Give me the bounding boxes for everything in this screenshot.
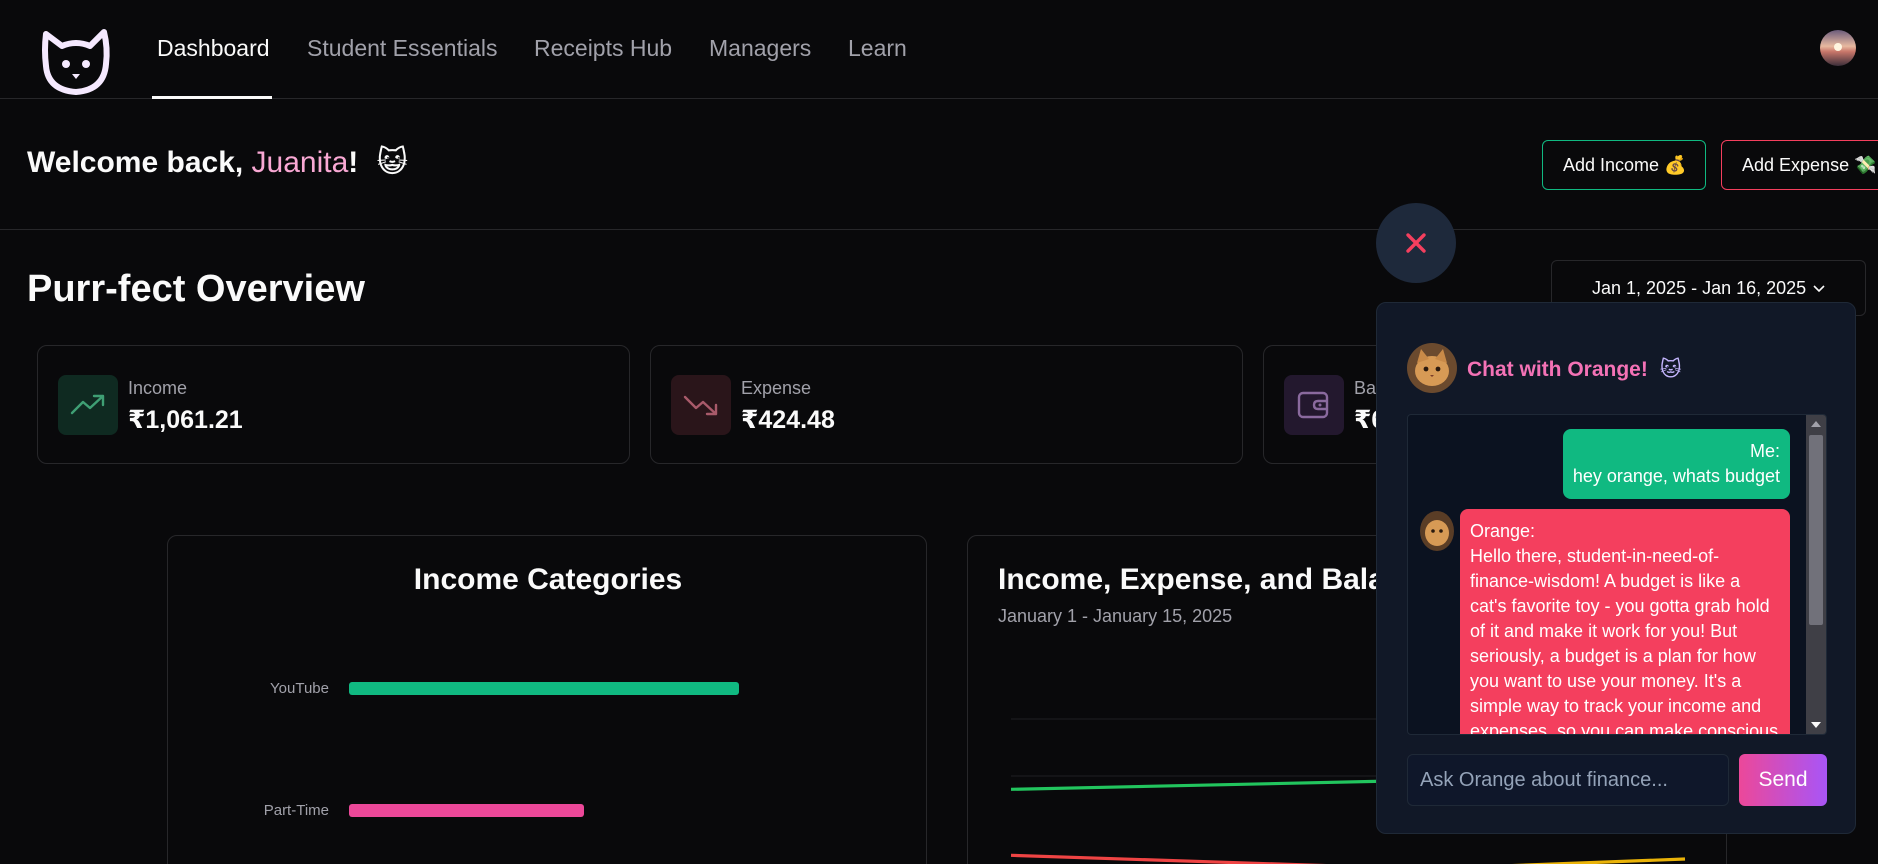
income-stat-card: Income ₹1,061.21 xyxy=(37,345,630,464)
add-income-button[interactable]: Add Income 💰 xyxy=(1542,140,1706,190)
balance-icon-box xyxy=(1284,375,1344,435)
trend-title: Income, Expense, and Balan xyxy=(998,563,1404,596)
nav-receipts-hub[interactable]: Receipts Hub xyxy=(534,35,673,61)
date-range-value: Jan 1, 2025 - Jan 16, 2025 xyxy=(1592,277,1807,298)
close-icon xyxy=(1406,233,1426,253)
chat-title-text: Chat with Orange! xyxy=(1467,358,1648,381)
user-message-text: hey orange, whats budget xyxy=(1572,466,1780,486)
welcome-bar: Welcome back, Juanita! 😺 Add Income 💰 Ad… xyxy=(0,99,1878,230)
cat-logo-icon[interactable] xyxy=(38,24,114,100)
income-icon-box xyxy=(58,375,118,435)
chat-scroll-thumb[interactable] xyxy=(1809,435,1823,625)
orange-cat-avatar xyxy=(1407,343,1457,393)
user-name: Juanita xyxy=(251,146,349,179)
series-line-2 xyxy=(1010,853,1326,864)
top-navbar: Dashboard Student Essentials Receipts Hu… xyxy=(0,0,1878,99)
expense-label: Expense xyxy=(741,378,812,398)
trending-down-icon xyxy=(683,395,718,416)
add-expense-button[interactable]: Add Expense 💸 xyxy=(1721,140,1878,190)
bar-label-part-time: Part-Time xyxy=(264,802,329,819)
chat-scrollbar[interactable] xyxy=(1806,415,1826,734)
chat-title: Chat with Orange! 🐱 xyxy=(1467,357,1682,382)
trend-subtitle: January 1 - January 15, 2025 xyxy=(998,606,1233,626)
nav-learn[interactable]: Learn xyxy=(848,35,907,61)
send-button[interactable]: Send xyxy=(1739,754,1827,806)
income-categories-panel: Income Categories YouTube Part-Time xyxy=(167,535,927,864)
nav-student-essentials[interactable]: Student Essentials xyxy=(307,35,498,61)
scroll-up-arrow-icon[interactable] xyxy=(1811,421,1821,427)
cat-emoji-icon: 😺 xyxy=(376,146,408,179)
balance-label: Ba xyxy=(1354,378,1377,398)
orange-message-text: Hello there, student-in-need-of-finance-… xyxy=(1470,546,1779,735)
series-line-3 xyxy=(1511,857,1686,864)
overview-title: Purr-fect Overview xyxy=(27,268,365,310)
income-label: Income xyxy=(128,378,188,398)
user-avatar[interactable] xyxy=(1820,30,1856,66)
income-categories-title: Income Categories xyxy=(413,563,683,596)
wallet-icon xyxy=(1297,391,1329,419)
orange-message-avatar xyxy=(1420,511,1454,551)
bar-label-youtube: YouTube xyxy=(270,680,329,697)
nav-dashboard[interactable]: Dashboard xyxy=(157,35,270,61)
trending-up-icon xyxy=(70,394,105,415)
bar-youtube[interactable] xyxy=(349,682,739,695)
active-tab-indicator xyxy=(152,96,272,99)
chat-messages[interactable]: Me: hey orange, whats budget Orange: Hel… xyxy=(1407,414,1827,735)
expense-icon-box xyxy=(671,375,731,435)
welcome-prefix: Welcome back, xyxy=(27,146,252,179)
welcome-suffix: ! xyxy=(348,146,359,179)
chat-input[interactable] xyxy=(1407,754,1729,806)
chevron-down-icon xyxy=(1813,285,1825,293)
orange-message-label: Orange: xyxy=(1470,521,1536,541)
bar-part-time[interactable] xyxy=(349,804,584,817)
expense-stat-card: Expense ₹424.48 xyxy=(650,345,1243,464)
avatar-image xyxy=(1820,30,1856,66)
income-categories-chart: YouTube Part-Time xyxy=(264,680,739,819)
chat-panel: Chat with Orange! 🐱 Me: hey orange, what… xyxy=(1376,302,1856,834)
orange-cat-image xyxy=(1420,511,1454,551)
expense-value: ₹424.48 xyxy=(741,406,835,434)
close-chat-button[interactable] xyxy=(1376,203,1456,283)
welcome-heading: Welcome back, Juanita! 😺 xyxy=(27,145,408,180)
user-message-label: Me: xyxy=(1749,441,1780,461)
orange-message: Orange: Hello there, student-in-need-of-… xyxy=(1460,509,1790,735)
scroll-down-arrow-icon[interactable] xyxy=(1811,722,1821,728)
orange-cat-image xyxy=(1407,343,1457,393)
income-value: ₹1,061.21 xyxy=(128,406,243,434)
cat-face-icon: 🐱 xyxy=(1659,358,1682,381)
user-message: Me: hey orange, whats budget xyxy=(1562,429,1790,499)
nav-managers[interactable]: Managers xyxy=(709,35,812,61)
